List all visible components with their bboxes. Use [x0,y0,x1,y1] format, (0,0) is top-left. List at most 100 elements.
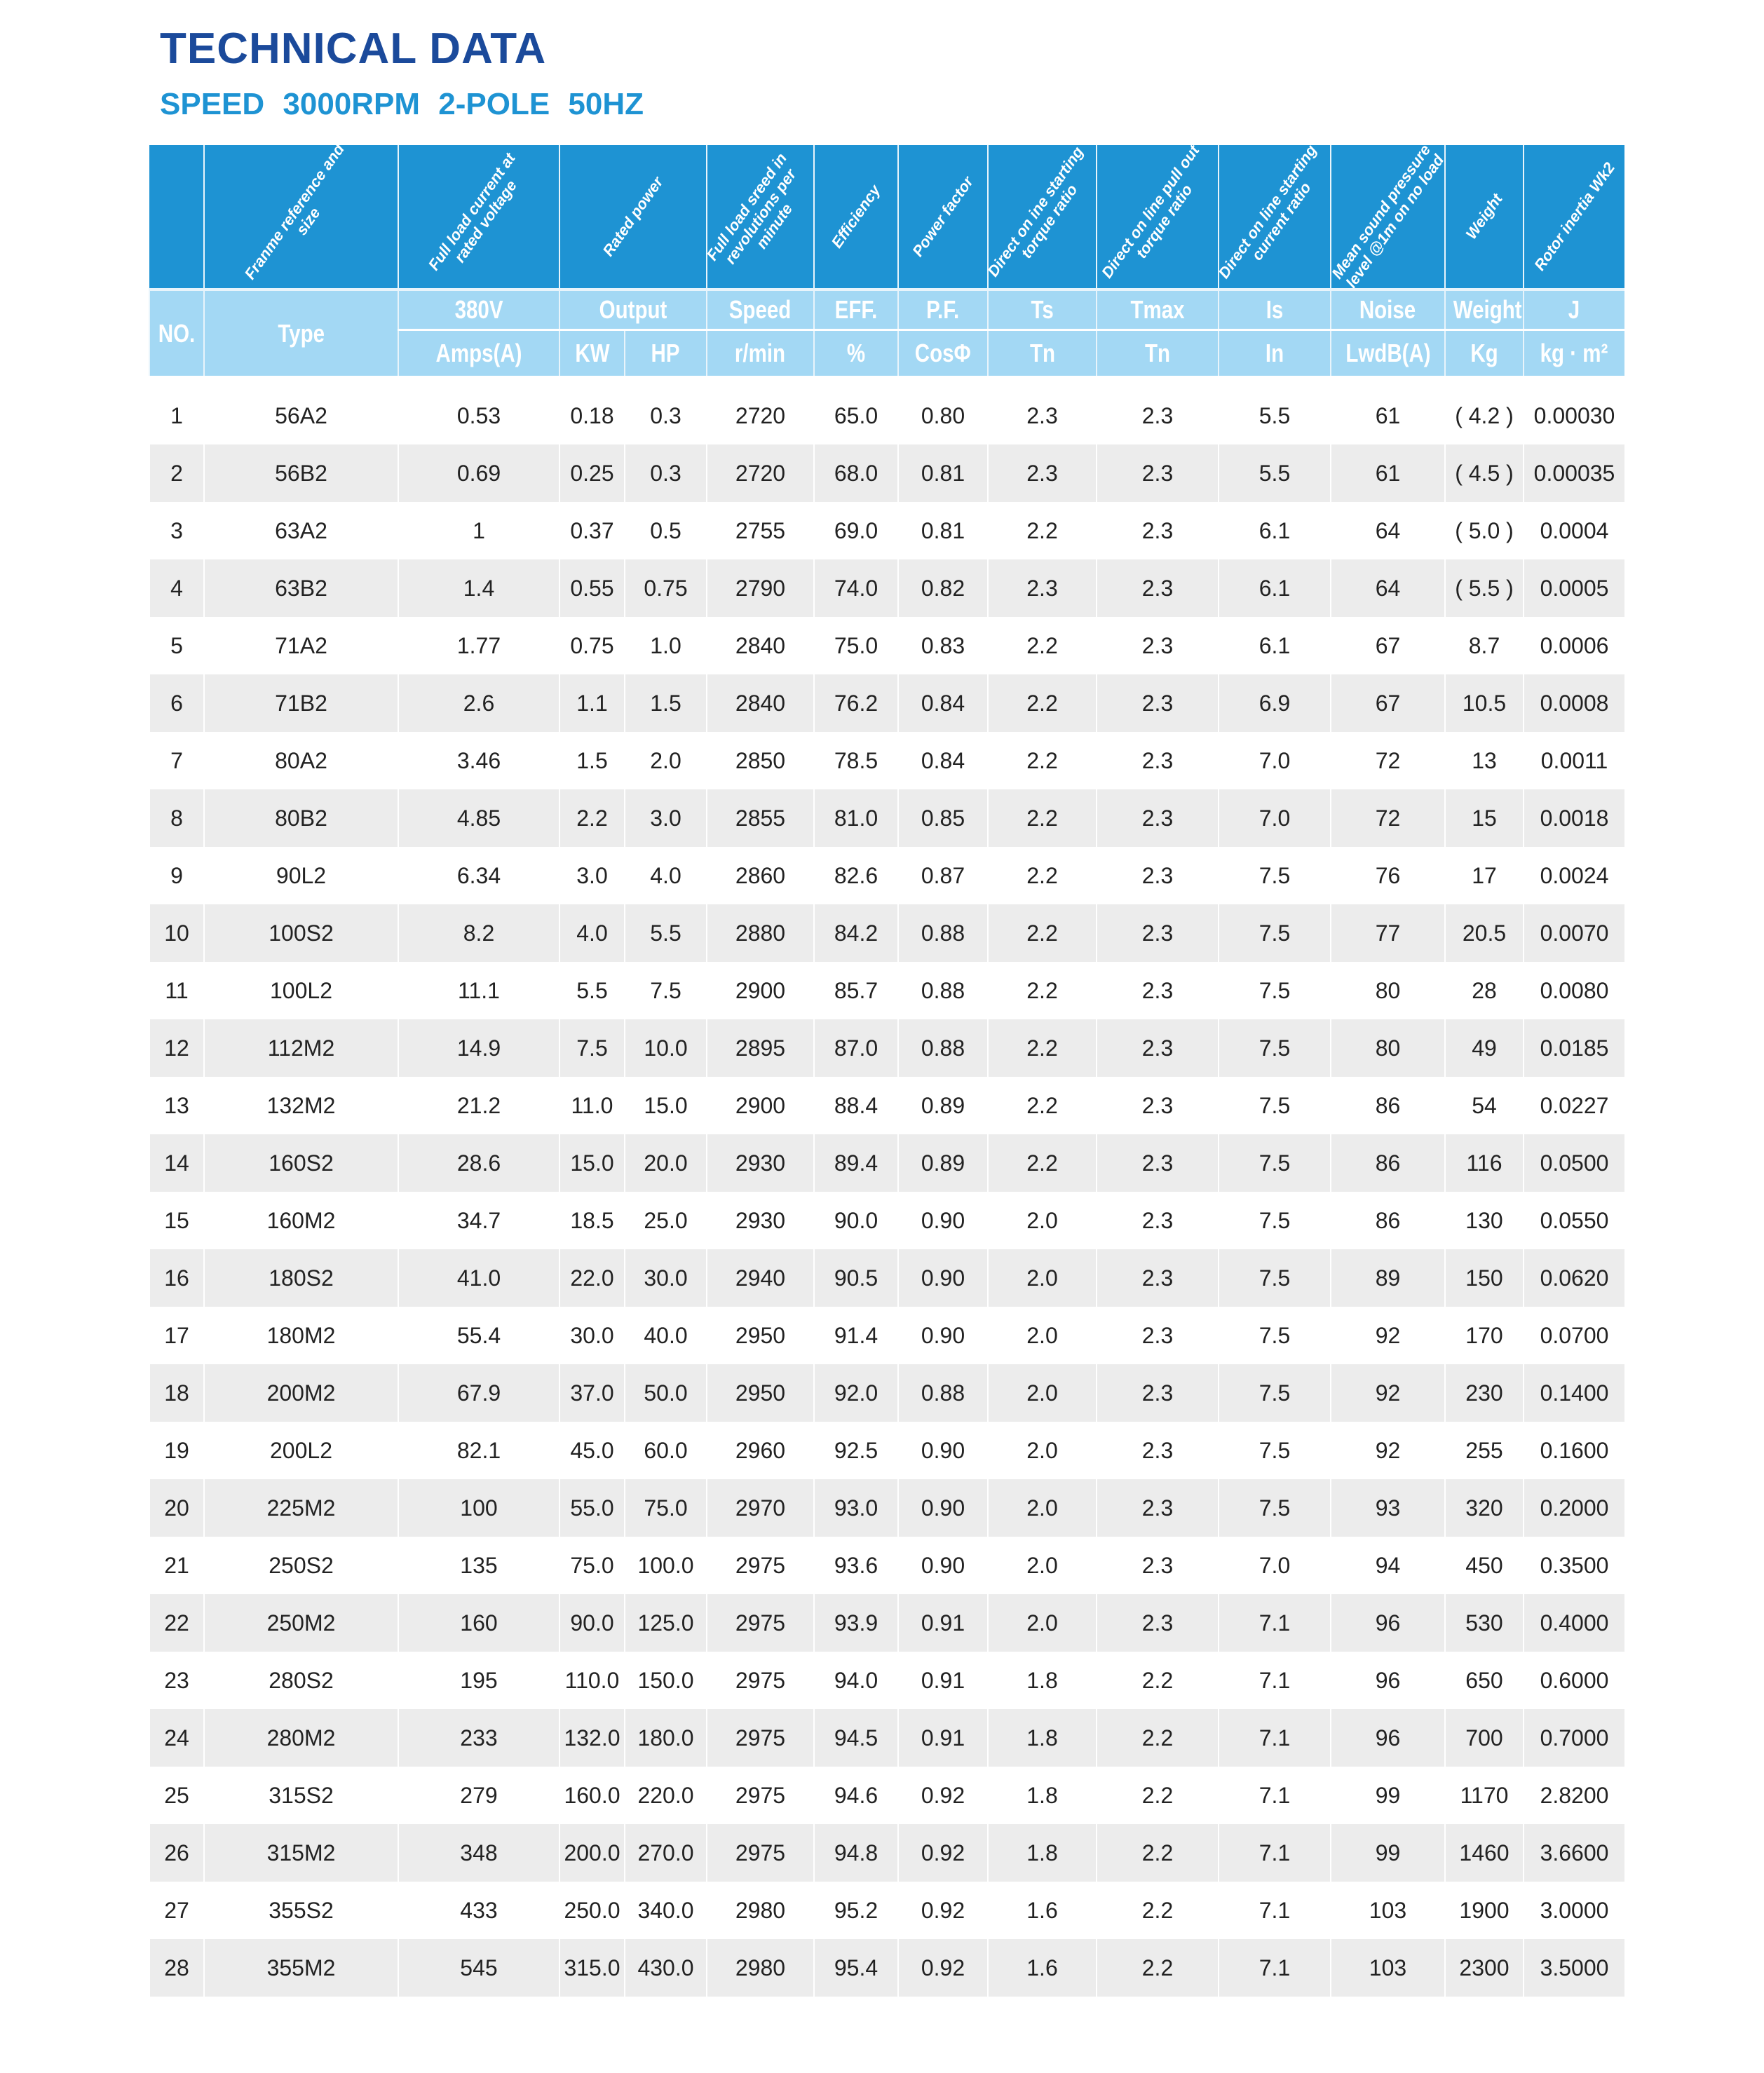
header-label-row: NO. Type 380V Output Speed EFF. P.F. Ts Tmax Is No… [149,288,1624,383]
table-cell: 0.0185 [1523,1019,1624,1077]
table-cell: 0.0004 [1523,502,1624,559]
table-cell: 2.3 [1096,1019,1219,1077]
header-unit: LwdB(A) [1345,339,1431,367]
table-cell: 37.0 [559,1364,625,1422]
header-description-cell: Franme reference and size [203,145,398,290]
table-cell: 1.6 [987,1882,1097,1939]
table-cell: 0.0011 [1523,732,1624,789]
table-cell: 2.3 [1096,444,1219,502]
table-cell: 28.6 [398,1134,559,1192]
table-cell: 5.5 [1218,376,1331,444]
table-row: 10 100S2 8.2 4.0 5.5 2880 84.2 0.88 2.2 2.3 7.5 77 2… [149,904,1624,962]
header-description-cell: Power factor [897,145,988,290]
table-cell: 2900 [706,1077,814,1134]
table-cell: 90.0 [813,1192,898,1249]
table-cell: 315.0 [559,1939,625,1997]
table-cell: 22 [149,1594,204,1652]
table-cell: 2.2 [987,847,1097,904]
table-cell: 2.0 [987,1192,1097,1249]
table-cell: 7.5 [1218,847,1331,904]
header-description-cell [149,145,204,290]
table-cell: 7.1 [1218,1939,1331,1997]
table-row: 9 90L2 6.34 3.0 4.0 2860 82.6 0.87 2.2 2.3 7.5 76 17… [149,847,1624,904]
header-unit-cell: KW [559,329,625,381]
table-cell: 0.3 [624,376,707,444]
table-cell: 0.88 [897,1019,988,1077]
column-description: Efficiency [827,182,884,252]
table-cell: 14 [149,1134,204,1192]
table-cell: 61 [1330,376,1445,444]
table-row: 26 315M2 348 200.0 270.0 2975 94.8 0.92 1.8 2.2 7.… [149,1824,1624,1882]
table-cell: 1.4 [398,559,559,617]
table-cell: 1.8 [987,1652,1097,1709]
table-row: 22 250M2 160 90.0 125.0 2975 93.9 0.91 2.0 2.3 7.1… [149,1594,1624,1652]
table-cell: 10.5 [1444,674,1524,732]
table-cell: 233 [398,1709,559,1767]
table-cell: 96 [1330,1709,1445,1767]
header-unit: HP [651,339,680,367]
table-cell: 15 [1444,789,1524,847]
page-subtitle: SPEED 3000RPM 2-POLE 50HZ [160,87,644,121]
table-cell: 255 [1444,1422,1524,1479]
table-cell: 1900 [1444,1882,1524,1939]
table-cell: 80 [1330,1019,1445,1077]
table-cell: 64 [1330,559,1445,617]
table-cell: 76.2 [813,674,898,732]
table-cell: 77 [1330,904,1445,962]
table-cell: 220.0 [624,1767,707,1824]
header-label-cell: 380V [398,288,559,331]
header-unit-cell: Amps(A) [398,329,559,381]
table-cell: 56A2 [203,376,398,444]
table-cell: 0.0006 [1523,617,1624,674]
column-description: Direct on line starting current ratio [1219,145,1320,282]
table-cell: 0.6000 [1523,1652,1624,1709]
column-description: Direct on line pull out torque ratio [1098,145,1203,282]
table-row: 12 112M2 14.9 7.5 10.0 2895 87.0 0.88 2.2 2.3 7.5 8… [149,1019,1624,1077]
header-label: EFF. [834,295,878,324]
header-description-cell: Direct on line pull out torque ratio [1096,145,1219,290]
table-cell: 0.0620 [1523,1249,1624,1307]
table-cell: 280M2 [203,1709,398,1767]
column-description: Franme reference and size [240,145,348,283]
header-label: Ts [1031,295,1054,324]
table-cell: 80B2 [203,789,398,847]
table-cell: 75.0 [559,1537,625,1594]
table-cell: 7.0 [1218,732,1331,789]
table-cell: 96 [1330,1652,1445,1709]
table-cell: 433 [398,1882,559,1939]
table-row: 17 180M2 55.4 30.0 40.0 2950 91.4 0.90 2.0 2.3 7.5… [149,1307,1624,1364]
table-cell: 3.46 [398,732,559,789]
table-cell: 430.0 [624,1939,707,1997]
column-description: Weight [1462,190,1506,243]
table-cell: 0.0227 [1523,1077,1624,1134]
table-cell: 0.0500 [1523,1134,1624,1192]
table-cell: 2.0 [987,1422,1097,1479]
table-cell: 20 [149,1479,204,1537]
header-label-cell: Is [1218,288,1331,331]
table-cell: 0.4000 [1523,1594,1624,1652]
table-cell: 93.6 [813,1537,898,1594]
table-cell: 11 [149,962,204,1019]
table-cell: 160S2 [203,1134,398,1192]
table-cell: 92 [1330,1307,1445,1364]
table-cell: 2.2 [987,789,1097,847]
table-cell: 2.3 [1096,732,1219,789]
table-cell: ( 4.5 ) [1444,444,1524,502]
table-cell: 0.3500 [1523,1537,1624,1594]
table-cell: 6.34 [398,847,559,904]
table-cell: 94.5 [813,1709,898,1767]
header-unit-cell: Tn [1096,329,1219,381]
table-cell: 74.0 [813,559,898,617]
table-cell: 0.0080 [1523,962,1624,1019]
table-row: 19 200L2 82.1 45.0 60.0 2960 92.5 0.90 2.0 2.3 7.5… [149,1422,1624,1479]
table-cell: 82.6 [813,847,898,904]
table-cell: 2.2 [987,732,1097,789]
table-cell: 7.1 [1218,1594,1331,1652]
table-cell: 2.2 [987,617,1097,674]
table-cell: 1.8 [987,1767,1097,1824]
table-cell: 1170 [1444,1767,1524,1824]
table-cell: 2755 [706,502,814,559]
table-cell: 80 [1330,962,1445,1019]
table-cell: 1.77 [398,617,559,674]
table-cell: 2.0 [987,1307,1097,1364]
